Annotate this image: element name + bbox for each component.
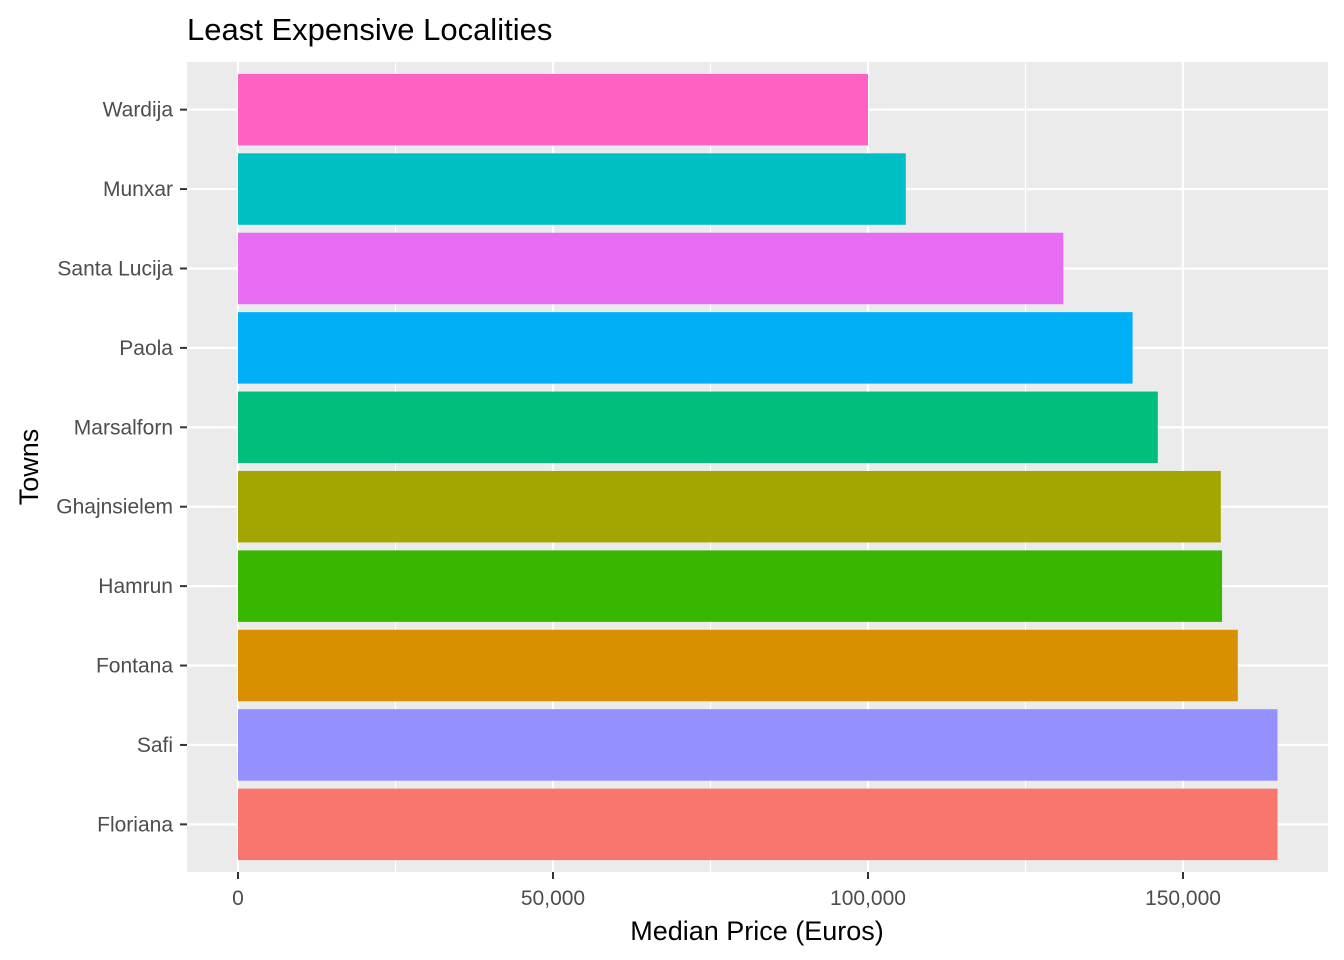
y-tick-label: Ghajnsielem [56,496,173,519]
y-tick-label: Floriana [97,813,173,836]
bar-munxar [238,153,906,225]
y-tick-label: Santa Lucija [57,257,173,280]
x-tick-label: 100,000 [830,887,906,910]
bar-santa-lucija [238,232,1064,305]
bar-fontana [238,629,1238,702]
bar-floriana [238,788,1278,861]
y-tick-label: Hamrun [98,575,173,598]
bar-safi [238,709,1278,781]
y-tick-label: Fontana [96,655,173,678]
bar-marsalforn [238,391,1158,464]
y-tick-label: Wardija [103,99,174,122]
x-axis-title: Median Price (Euros) [630,916,884,946]
y-tick-label: Marsalforn [74,416,173,439]
y-tick-label: Paola [119,337,173,360]
chart-title: Least Expensive Localities [187,12,552,47]
y-tick-label: Munxar [103,178,173,201]
bar-paola [238,312,1133,384]
bar-wardija [238,73,868,146]
y-axis-title: Towns [14,429,44,506]
bars [238,73,1278,861]
bar-ghajnsielem [238,470,1221,543]
bar-hamrun [238,550,1223,622]
x-tick-label: 50,000 [521,887,585,910]
x-tick-label: 150,000 [1145,887,1221,910]
y-tick-label: Safi [137,734,173,757]
axis-ticks: Wardija Munxar Santa Lucija Paola Marsalforn… [56,99,1221,910]
x-tick-label: 0 [232,887,244,910]
